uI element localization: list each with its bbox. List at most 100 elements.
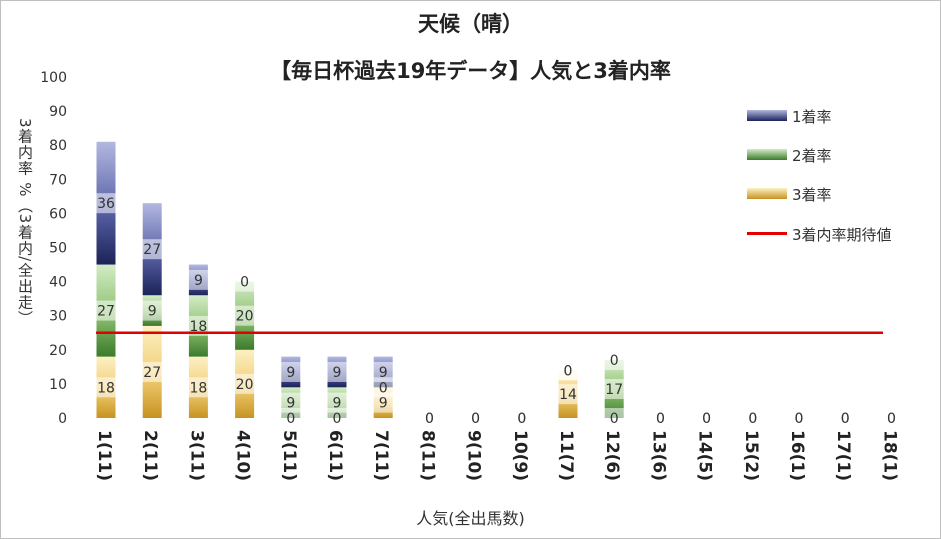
data-label-1st: 0 — [748, 411, 757, 427]
chart-title: 天候（晴） — [418, 12, 523, 36]
y-tick-label: 80 — [49, 138, 67, 154]
data-label-bg — [324, 408, 350, 428]
data-label-bg — [93, 300, 119, 321]
data-label-bg — [231, 271, 258, 292]
data-label-2nd: 9 — [286, 396, 295, 412]
y-axis-label: 3着内率 %（3着内/全出走） — [16, 118, 34, 327]
chart-subtitle: 【毎日杯過去19年データ】人気と3着内率 — [270, 59, 671, 83]
data-label-bg — [555, 384, 581, 405]
data-label-1st: 0 — [887, 411, 896, 427]
data-label-1st: 0 — [795, 411, 804, 427]
data-label-1st: 9 — [194, 273, 203, 289]
data-label-bg — [647, 408, 674, 428]
y-tick-label: 20 — [49, 343, 67, 359]
data-label-bg — [555, 360, 581, 381]
data-label-1st: 0 — [656, 411, 665, 427]
data-label-3rd: 0 — [333, 411, 342, 427]
data-label-1st: 27 — [143, 242, 161, 258]
data-label-3rd: 18 — [97, 380, 115, 396]
x-tick-label: 14(5) — [695, 430, 715, 481]
x-tick-label: 7(11) — [371, 430, 391, 481]
data-label-1st: 0 — [841, 411, 850, 427]
y-tick-label: 0 — [58, 411, 67, 427]
data-label-bg — [277, 392, 304, 413]
x-tick-label: 9(10) — [464, 430, 484, 481]
y-tick-label: 40 — [49, 275, 67, 291]
data-label-1st: 0 — [517, 411, 526, 427]
data-label-bg — [277, 361, 304, 382]
data-label-3rd: 20 — [236, 377, 254, 393]
data-label-bg — [416, 408, 443, 428]
data-label-bg — [786, 408, 812, 428]
data-label-3rd: 0 — [610, 411, 619, 427]
data-label-bg — [93, 193, 119, 214]
data-label-bg — [370, 377, 397, 398]
x-tick-label: 6(11) — [325, 430, 345, 481]
data-label-3rd: 0 — [286, 411, 295, 427]
legend-label-2nd: 2着率 — [792, 147, 832, 165]
x-tick-label: 2(11) — [140, 430, 160, 481]
x-axis-label: 人気(全出馬数) — [416, 509, 525, 528]
data-label-2nd: 18 — [189, 319, 207, 335]
data-label-2nd: 17 — [605, 382, 623, 398]
x-tick-label: 10(9) — [510, 430, 530, 481]
x-tick-label: 5(11) — [279, 430, 299, 481]
data-label-1st: 0 — [425, 411, 434, 427]
legend-swatch-3rd — [747, 188, 787, 199]
data-label-2nd: 20 — [236, 309, 254, 325]
x-tick-label: 11(7) — [556, 430, 576, 481]
data-label-1st: 9 — [379, 365, 388, 381]
data-label-1st: 0 — [702, 411, 711, 427]
y-tick-label: 30 — [49, 309, 67, 325]
data-label-1st: 9 — [286, 365, 295, 381]
legend-label-1st: 1着率 — [792, 108, 832, 126]
x-tick-label: 15(2) — [741, 430, 761, 481]
data-label-bg — [139, 361, 166, 382]
x-tick-label: 1(11) — [94, 430, 114, 481]
y-tick-label: 90 — [49, 104, 67, 120]
y-tick-label: 50 — [49, 241, 67, 257]
x-tick-label: 16(1) — [787, 430, 807, 481]
data-label-bg — [370, 392, 397, 413]
legend-label-3rd: 3着率 — [792, 186, 832, 204]
data-label-3rd: 14 — [559, 387, 577, 403]
x-tick-label: 4(10) — [233, 430, 253, 481]
data-label-1st: 0 — [564, 363, 573, 379]
y-tick-label: 70 — [49, 172, 67, 188]
data-label-3rd: 18 — [189, 380, 207, 396]
data-label-bg — [832, 408, 859, 428]
x-tick-label: 8(11) — [417, 430, 437, 481]
data-label-bg — [277, 408, 304, 428]
data-label-bg — [693, 408, 720, 428]
x-tick-label: 18(1) — [879, 430, 899, 481]
data-label-1st: 0 — [471, 411, 480, 427]
data-label-bg — [139, 239, 166, 260]
data-label-bg — [601, 350, 628, 371]
data-label-bg — [508, 408, 535, 428]
data-label-2nd: 9 — [148, 304, 157, 320]
data-label-2nd: 0 — [379, 380, 388, 396]
data-label-bg — [185, 269, 212, 290]
data-label-bg — [185, 315, 212, 336]
data-label-bg — [231, 373, 258, 394]
data-label-bg — [324, 392, 350, 413]
data-label-bg — [878, 408, 905, 428]
data-label-bg — [601, 379, 628, 400]
data-label-3rd: 27 — [143, 365, 161, 381]
data-label-bg — [370, 361, 397, 382]
data-label-2nd: 27 — [97, 304, 115, 320]
y-tick-label: 100 — [40, 70, 67, 86]
x-tick-label: 17(1) — [833, 430, 853, 481]
x-tick-label: 3(11) — [186, 430, 206, 481]
data-label-bg — [324, 361, 350, 382]
data-label-1st: 0 — [240, 275, 249, 291]
legend-swatch-expected — [747, 232, 787, 235]
legend-label-expected: 3着内率期待値 — [792, 226, 892, 244]
legend-swatch-2nd — [747, 149, 787, 160]
data-label-bg — [739, 408, 766, 428]
y-tick-label: 10 — [49, 377, 67, 393]
y-tick-label: 60 — [49, 206, 67, 222]
data-label-bg — [601, 408, 628, 428]
legend-swatch-1st — [747, 110, 787, 121]
